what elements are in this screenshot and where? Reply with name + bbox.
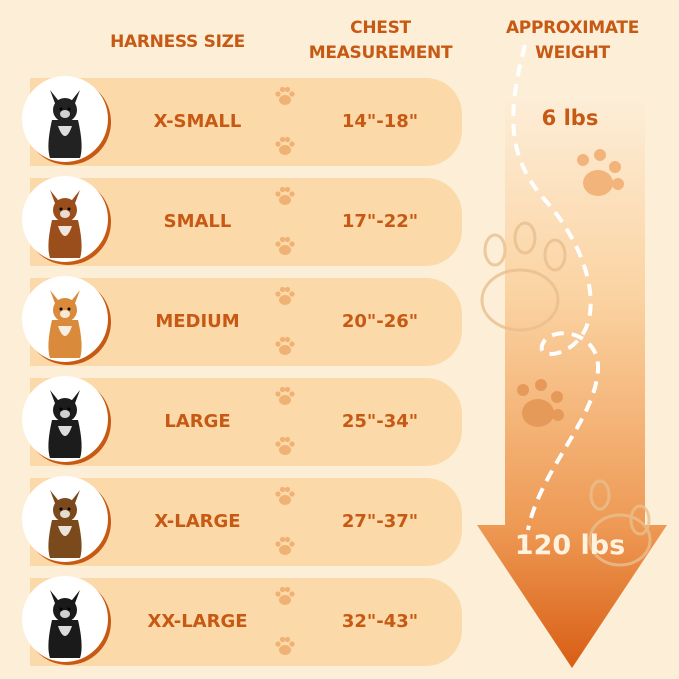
paw-icon — [273, 284, 297, 308]
paw-icon — [273, 384, 297, 408]
header-chest-measurement: CHEST MEASUREMENT — [308, 18, 453, 63]
weight-min: 6 lbs — [541, 106, 599, 130]
chest-measurement-value: 17"-22" — [341, 211, 419, 232]
harness-size-label: SMALL — [163, 211, 232, 232]
header-approximate-weight: APPROXIMATE WEIGHT — [505, 18, 640, 63]
dog-icon — [48, 590, 82, 658]
paw-icon — [273, 634, 297, 658]
harness-size-label: LARGE — [164, 411, 231, 432]
dog-icon — [48, 490, 82, 558]
dog-icon — [48, 290, 82, 358]
paw-icon — [273, 334, 297, 358]
paw-outline-decoration — [480, 221, 652, 567]
harness-size-label: MEDIUM — [155, 311, 240, 332]
dog-icon — [48, 90, 82, 158]
paw-icon-arrow-2 — [517, 379, 564, 427]
chest-measurement-value: 32"-43" — [341, 611, 419, 632]
paw-icon — [273, 184, 297, 208]
chest-measurement-value: 20"-26" — [341, 311, 419, 332]
dog-photo — [22, 76, 108, 162]
paw-icon — [273, 134, 297, 158]
paw-icon — [273, 234, 297, 258]
header-harness-size: HARNESS SIZE — [110, 32, 245, 52]
paw-icon — [273, 534, 297, 558]
chest-measurement-value: 25"-34" — [341, 411, 419, 432]
harness-size-label: XX-LARGE — [147, 611, 248, 632]
dog-photo — [22, 276, 108, 362]
chest-measurement-value: 27"-37" — [341, 511, 419, 532]
dog-icon — [48, 190, 82, 258]
harness-size-label: X-LARGE — [154, 511, 241, 532]
size-row: LARGE 25"-34" — [30, 378, 462, 466]
dog-photo — [22, 476, 108, 562]
paw-icon — [273, 584, 297, 608]
dog-photo — [22, 576, 108, 662]
size-row: X-LARGE 27"-37" — [30, 478, 462, 566]
paw-icon — [273, 84, 297, 108]
chest-measurement-value: 14"-18" — [341, 111, 419, 132]
paw-icon-arrow-1 — [577, 149, 624, 196]
arrow-shape — [477, 95, 667, 668]
dog-photo — [22, 376, 108, 462]
paw-icon — [273, 434, 297, 458]
dog-photo — [22, 176, 108, 262]
harness-size-label: X-SMALL — [153, 111, 242, 132]
dog-icon — [48, 390, 82, 458]
dashed-leash-path — [511, 44, 601, 531]
weight-max: 120 lbs — [514, 530, 626, 561]
paw-icon — [273, 484, 297, 508]
